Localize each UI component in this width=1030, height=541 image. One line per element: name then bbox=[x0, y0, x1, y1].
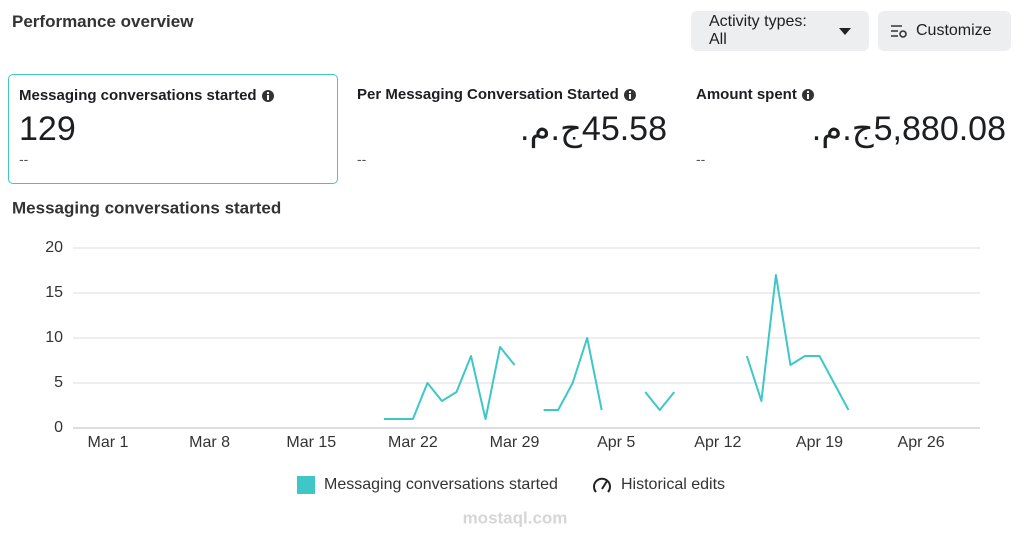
chart-title: Messaging conversations started bbox=[12, 198, 281, 217]
info-icon[interactable] bbox=[261, 89, 274, 102]
watermark: mostaql.com bbox=[463, 508, 568, 527]
x-tick-label: Mar 22 bbox=[388, 434, 438, 451]
caret bbox=[838, 28, 851, 35]
button-label: Customize bbox=[916, 22, 992, 39]
y-tick-label: 5 bbox=[54, 374, 63, 391]
x-tick-label: Apr 19 bbox=[796, 434, 843, 451]
legend-swatch bbox=[297, 476, 315, 494]
legend-label[interactable]: Messaging conversations started bbox=[324, 476, 558, 493]
metric-card[interactable]: Per Messaging Conversation Started 45.58… bbox=[347, 74, 677, 184]
x-tick-label: Apr 12 bbox=[694, 434, 741, 451]
metric-sub: -- bbox=[357, 151, 367, 167]
y-tick-label: 10 bbox=[45, 329, 63, 346]
metric-value: 129 bbox=[19, 110, 76, 148]
metric-label-row: Amount spent bbox=[696, 86, 1006, 103]
legend-label[interactable]: Historical edits bbox=[621, 476, 725, 493]
x-tick-label: Apr 5 bbox=[597, 434, 635, 451]
chart: Apr 26 Apr 19 Apr 12 Apr 5 Mar 29 Mar 22 Mar 1… bbox=[12, 198, 980, 527]
metric-card[interactable]: Messaging conversations started 129 -- bbox=[8, 74, 338, 184]
x-tick-label: Mar 8 bbox=[189, 434, 230, 451]
data-line bbox=[383, 274, 850, 420]
metric-label: Messaging conversations started bbox=[19, 87, 257, 104]
customize-button[interactable]: Customize bbox=[878, 11, 1011, 51]
activity-button[interactable]: Activity types: All bbox=[691, 11, 869, 51]
metric-label-row: Messaging conversations started bbox=[19, 87, 327, 104]
x-tick-label: Mar 29 bbox=[490, 434, 540, 451]
x-tick-label: Mar 1 bbox=[88, 434, 129, 451]
customize-icon bbox=[891, 25, 907, 38]
historical-icon bbox=[593, 477, 611, 493]
info-icon[interactable] bbox=[801, 88, 814, 101]
y-tick-label: 0 bbox=[54, 419, 63, 436]
x-tick-label: Apr 26 bbox=[898, 434, 945, 451]
metric-label: Amount spent bbox=[696, 86, 797, 103]
metric-sub: -- bbox=[19, 151, 29, 167]
metric-label-row: Per Messaging Conversation Started bbox=[357, 86, 667, 103]
y-tick-label: 15 bbox=[45, 284, 63, 301]
page-title: Performance overview bbox=[12, 12, 194, 31]
metric-sub: -- bbox=[696, 151, 706, 167]
info-icon[interactable] bbox=[623, 88, 636, 101]
metric-value: 5,880.08ج.م. bbox=[811, 110, 1006, 148]
metric-card[interactable]: Amount spent 5,880.08ج.م. -- bbox=[686, 74, 1016, 184]
button-label: Activity types: All bbox=[709, 13, 807, 48]
metric-value: 45.58ج.م. bbox=[520, 110, 667, 148]
x-tick-label: Mar 15 bbox=[286, 434, 336, 451]
y-tick-label: 20 bbox=[45, 239, 63, 256]
metric-label: Per Messaging Conversation Started bbox=[357, 86, 619, 103]
